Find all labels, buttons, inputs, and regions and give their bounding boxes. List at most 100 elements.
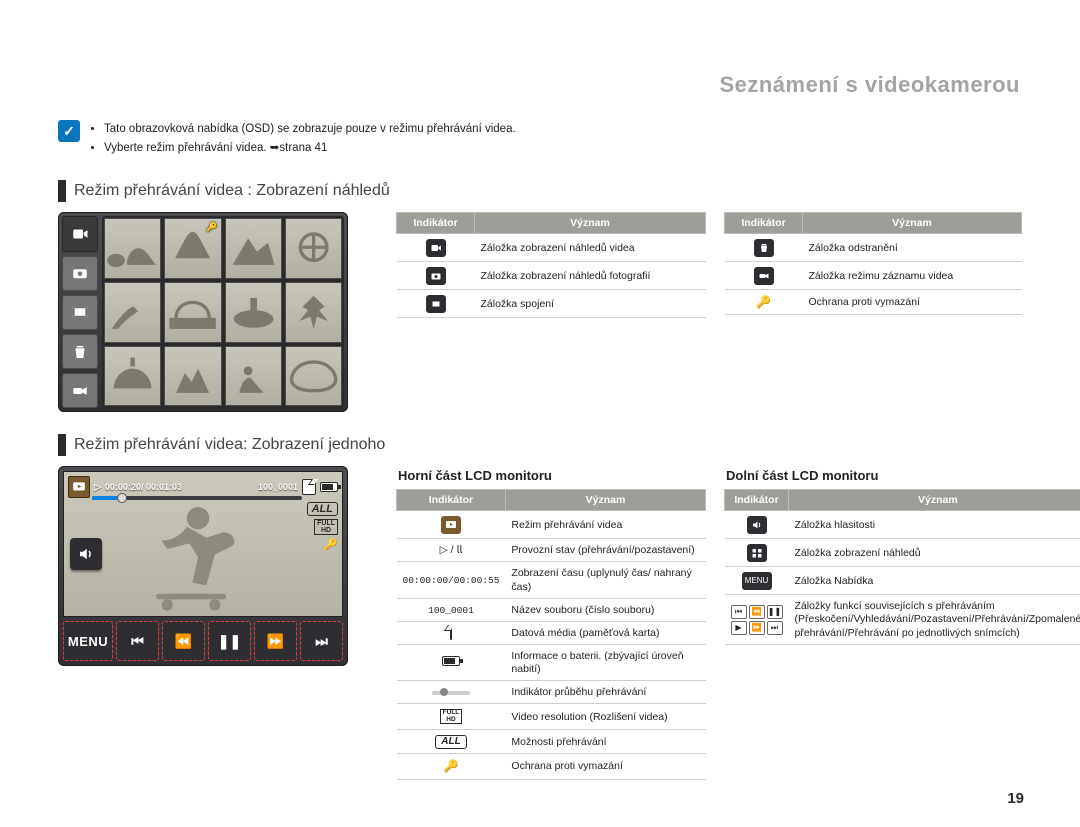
trash-icon — [754, 239, 774, 257]
table-row: 🔑 Ochrana proti vymazání — [397, 754, 706, 779]
table-row: Záložka režimu záznamu videa — [725, 262, 1022, 290]
cell-text: Režim přehrávání videa — [505, 511, 705, 539]
thumbnail[interactable]: 🔑 — [164, 218, 221, 279]
tab-photo-thumb[interactable] — [62, 256, 98, 291]
table-row: 🔑 Ochrana proti vymazání — [725, 290, 1022, 315]
thumbnail[interactable] — [285, 218, 342, 279]
table-row: Datová média (paměťová karta) — [397, 621, 706, 644]
cell-text: Záložka hlasitosti — [789, 511, 1080, 539]
volume-icon — [747, 516, 767, 534]
section-1-row: 🔑 Indikátor Význam — [58, 212, 1022, 412]
lock-icon: 🔑 — [756, 295, 771, 309]
volume-button[interactable] — [70, 538, 102, 570]
playopts-icon: ALL — [435, 735, 466, 750]
cell-text: Záložka zobrazení náhledů — [789, 539, 1080, 567]
thumbnail[interactable] — [164, 282, 221, 343]
table-row: ▷ / 𝗅𝗅 Provozní stav (přehrávání/pozasta… — [397, 539, 706, 562]
time-icon: 00:00:00/00:00:55 — [403, 575, 500, 586]
tab-record[interactable] — [62, 373, 98, 408]
section-2-row: ▷ 00:00:20/ 00:01:03 100_0001 ALL FULLHD… — [58, 466, 1022, 779]
cell-text: Záložka režimu záznamu videa — [803, 262, 1022, 290]
cell-text: Záložka odstranění — [803, 234, 1022, 262]
trash-icon — [71, 343, 89, 361]
thumbnail[interactable] — [104, 218, 161, 279]
resolution-icon: FULLHD — [314, 519, 338, 535]
table-row: ⏮⏪❚❚ ▶⏩⏭ Záložky funkcí souvisejících s … — [725, 595, 1080, 644]
thumbnail[interactable] — [225, 282, 282, 343]
play-pause-icon: ▷ / 𝗅𝗅 — [440, 544, 463, 556]
cell-text: Zobrazení času (uplynulý čas/ nahraný ča… — [505, 562, 705, 598]
thumbnail-grid: 🔑 — [102, 216, 344, 408]
thumbnail[interactable] — [104, 346, 161, 407]
thumbnail[interactable] — [164, 346, 221, 407]
table-row: MENU Záložka Nabídka — [725, 567, 1080, 595]
pause-button[interactable]: ❚❚ — [208, 621, 251, 661]
th-indicator: Indikátor — [397, 213, 475, 234]
lcd-status-right: ALL FULLHD 🔑 — [307, 502, 338, 551]
playopts-icon: ALL — [307, 502, 338, 516]
table-row: Indikátor průběhu přehrávání — [397, 681, 706, 704]
tab-photo-thumb-icon — [426, 267, 446, 285]
table-row: Režim přehrávání videa — [397, 511, 706, 539]
silhouette-skateboarder — [128, 493, 268, 619]
intro-block: Tato obrazovková nabídka (OSD) se zobraz… — [58, 120, 1022, 158]
protect-icon: 🔑 — [443, 759, 458, 773]
file-icon: 100_0001 — [428, 605, 474, 616]
cell-text: Záložka zobrazení náhledů fotografií — [475, 262, 706, 290]
table-row: Záložka hlasitosti — [725, 511, 1080, 539]
subhead-horni: Horní část LCD monitoru — [398, 468, 706, 483]
table-section1-left: Indikátor Význam Záložka zobrazení náhle… — [396, 212, 706, 318]
table-section2-left: Indikátor Význam Režim přehrávání videa … — [396, 489, 706, 779]
volume-icon — [77, 545, 95, 563]
thumbnail[interactable] — [285, 282, 342, 343]
tab-storyboard[interactable] — [62, 295, 98, 330]
sdcard-icon — [302, 479, 316, 495]
th-meaning: Význam — [475, 213, 706, 234]
tab-storyboard-icon — [71, 303, 89, 321]
tab-video-thumb-icon — [71, 225, 89, 243]
subhead-dolni: Dolní část LCD monitoru — [726, 468, 1080, 483]
progress-icon — [432, 691, 470, 695]
intro-bullet-2: Vyberte režim přehrávání videa. ➥strana … — [104, 140, 516, 157]
thumbview-icon — [747, 544, 767, 562]
menu-icon: MENU — [742, 572, 772, 590]
thumbnail[interactable] — [285, 346, 342, 407]
thumbnail[interactable] — [225, 218, 282, 279]
table-row: Záložka zobrazení náhledů videa — [397, 234, 706, 262]
sdcard-icon — [450, 626, 452, 640]
tab-video-thumb[interactable] — [62, 216, 98, 251]
skip-back-button[interactable]: ⏮ — [116, 621, 159, 661]
skip-fwd-button[interactable]: ⏭ — [300, 621, 343, 661]
table-row: ALL Možnosti přehrávání — [397, 729, 706, 754]
cell-text: Provozní stav (přehrávání/pozastavení) — [505, 539, 705, 562]
page-number: 19 — [1007, 790, 1024, 807]
lcd-thumbnails: 🔑 — [58, 212, 348, 412]
table-section2-right: Indikátor Význam Záložka hlasitosti Zálo… — [724, 489, 1080, 644]
cell-text: Možnosti přehrávání — [505, 729, 705, 754]
cell-text: Ochrana proti vymazání — [803, 290, 1022, 315]
cell-text: Indikátor průběhu přehrávání — [505, 681, 705, 704]
section-1-heading: Režim přehrávání videa : Zobrazení náhle… — [58, 180, 1022, 202]
section-2-heading: Režim přehrávání videa: Zobrazení jednoh… — [58, 434, 1022, 456]
th-meaning: Význam — [803, 213, 1022, 234]
table-row: Záložka odstranění — [725, 234, 1022, 262]
lcd-file: 100_0001 — [258, 482, 298, 492]
camcorder-icon — [754, 267, 774, 285]
table-row: Záložka zobrazení náhledů — [725, 539, 1080, 567]
table-row: 00:00:00/00:00:55 Zobrazení času (uplynu… — [397, 562, 706, 598]
forward-button[interactable]: ⏩ — [254, 621, 297, 661]
intro-bullet-1: Tato obrazovková nabídka (OSD) se zobraz… — [104, 121, 516, 138]
thumbnail[interactable] — [225, 346, 282, 407]
col-horni: Horní část LCD monitoru Indikátor Význam… — [396, 466, 706, 779]
playctrl-icon: ⏮⏪❚❚ ▶⏩⏭ — [731, 605, 783, 635]
menu-button[interactable]: MENU — [63, 621, 113, 661]
thumbnail[interactable] — [104, 282, 161, 343]
tab-storyboard-icon — [426, 295, 446, 313]
camcorder-icon — [71, 382, 89, 400]
lcd-controls: MENU ⏮ ⏪ ❚❚ ⏩ ⏭ — [63, 621, 343, 661]
play-mode-icon — [441, 516, 461, 534]
rewind-button[interactable]: ⏪ — [162, 621, 205, 661]
lcd-canvas: ▷ 00:00:20/ 00:01:03 100_0001 ALL FULLHD… — [63, 471, 343, 617]
cell-text: Ochrana proti vymazání — [505, 754, 705, 779]
tab-delete[interactable] — [62, 334, 98, 369]
